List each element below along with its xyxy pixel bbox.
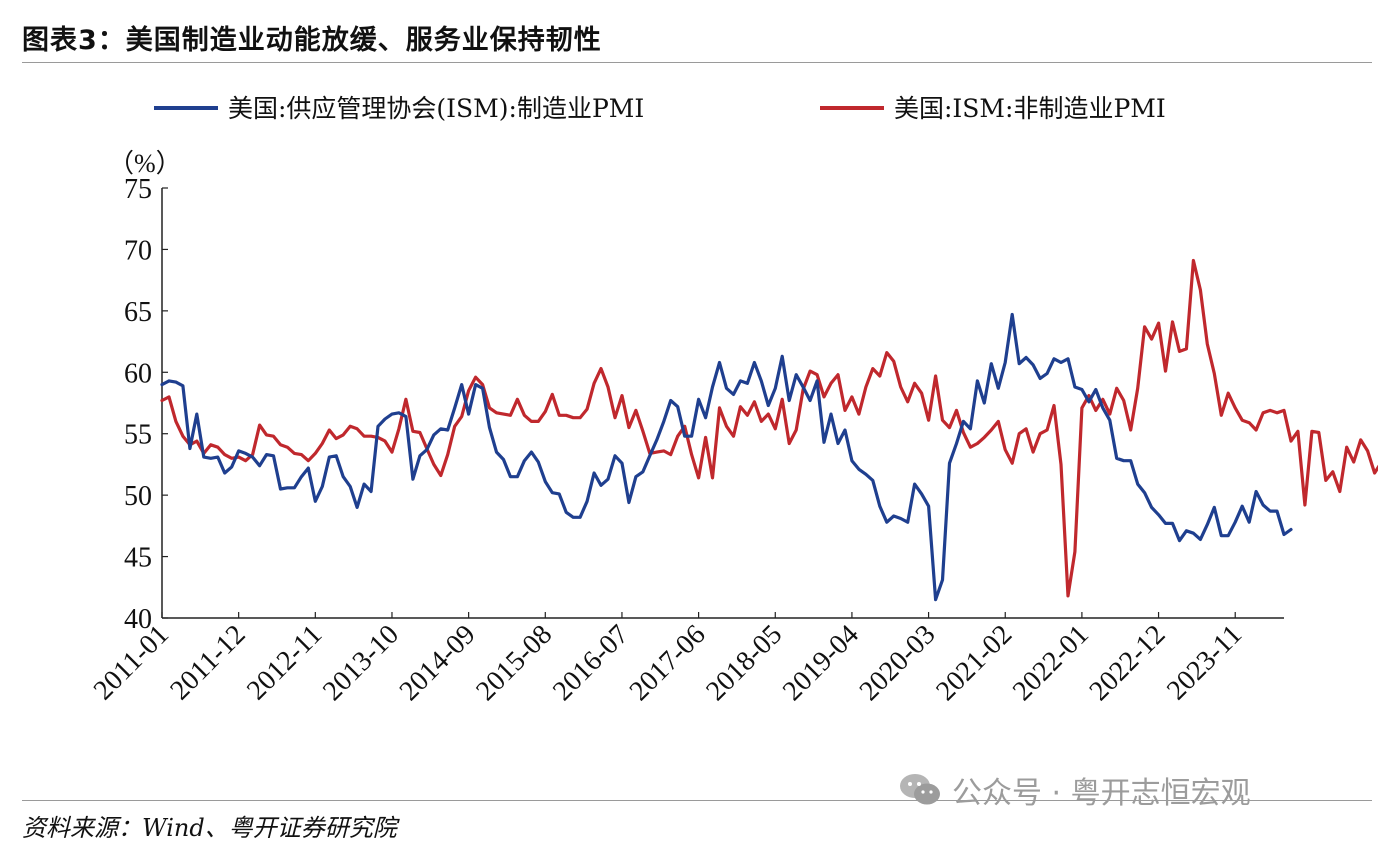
series-line-services	[160, 258, 1378, 598]
y-tick-label-45: 45	[124, 543, 152, 574]
title-divider	[22, 62, 1372, 63]
x-tick-label-2013-10: 2013-10	[317, 619, 405, 707]
x-tick-label-2015-08: 2015-08	[470, 619, 558, 707]
x-tick-label-2022-01: 2022-01	[1007, 619, 1095, 707]
series-layer	[160, 258, 1378, 602]
wechat-icon	[900, 774, 940, 805]
watermark: 公众号 · 粤开志恒宏观	[898, 768, 1251, 812]
series-line-manufacturing	[160, 312, 1293, 602]
x-tick-label-2023-11: 2023-11	[1161, 619, 1248, 706]
legend: 美国:供应管理协会(ISM):制造业PMI 美国:ISM:非制造业PMI	[154, 94, 1166, 123]
x-tick-label-2012-11: 2012-11	[241, 619, 328, 706]
y-tick-label-55: 55	[124, 420, 152, 451]
line-chart: 美国:供应管理协会(ISM):制造业PMI 美国:ISM:非制造业PMI （%）…	[88, 94, 1378, 707]
x-tick-label-2016-07: 2016-07	[547, 619, 635, 707]
y-tick-label-40: 40	[124, 604, 152, 635]
y-tick-label-65: 65	[124, 297, 152, 328]
x-tick-label-2020-03: 2020-03	[854, 619, 942, 707]
y-tick-label-60: 60	[124, 358, 152, 389]
watermark-text: 公众号 · 粤开志恒宏观	[952, 776, 1251, 811]
y-axis: 40 45 50 55 60 65 70 75	[124, 174, 168, 635]
source-note: 资料来源：Wind、粤开证券研究院	[22, 814, 397, 842]
x-tick-label-2017-06: 2017-06	[624, 619, 712, 707]
x-axis: 2011-012011-122012-112013-102014-092015-…	[88, 612, 1284, 707]
y-axis-unit: （%）	[108, 149, 182, 178]
x-tick-label-2014-09: 2014-09	[394, 619, 482, 707]
legend-label-services: 美国:ISM:非制造业PMI	[894, 94, 1166, 123]
x-tick-label-2011-12: 2011-12	[164, 619, 251, 706]
x-tick-label-2022-12: 2022-12	[1084, 619, 1172, 707]
x-tick-label-2019-04: 2019-04	[777, 619, 865, 707]
x-tick-label-2018-05: 2018-05	[700, 619, 788, 707]
chart-title: 图表3：美国制造业动能放缓、服务业保持韧性	[22, 25, 602, 56]
footer-divider	[22, 800, 1372, 801]
legend-label-manufacturing: 美国:供应管理协会(ISM):制造业PMI	[228, 94, 644, 123]
x-tick-label-2021-02: 2021-02	[930, 619, 1018, 707]
y-tick-label-50: 50	[124, 481, 152, 512]
y-tick-label-75: 75	[124, 174, 152, 205]
y-tick-label-70: 70	[124, 235, 152, 266]
